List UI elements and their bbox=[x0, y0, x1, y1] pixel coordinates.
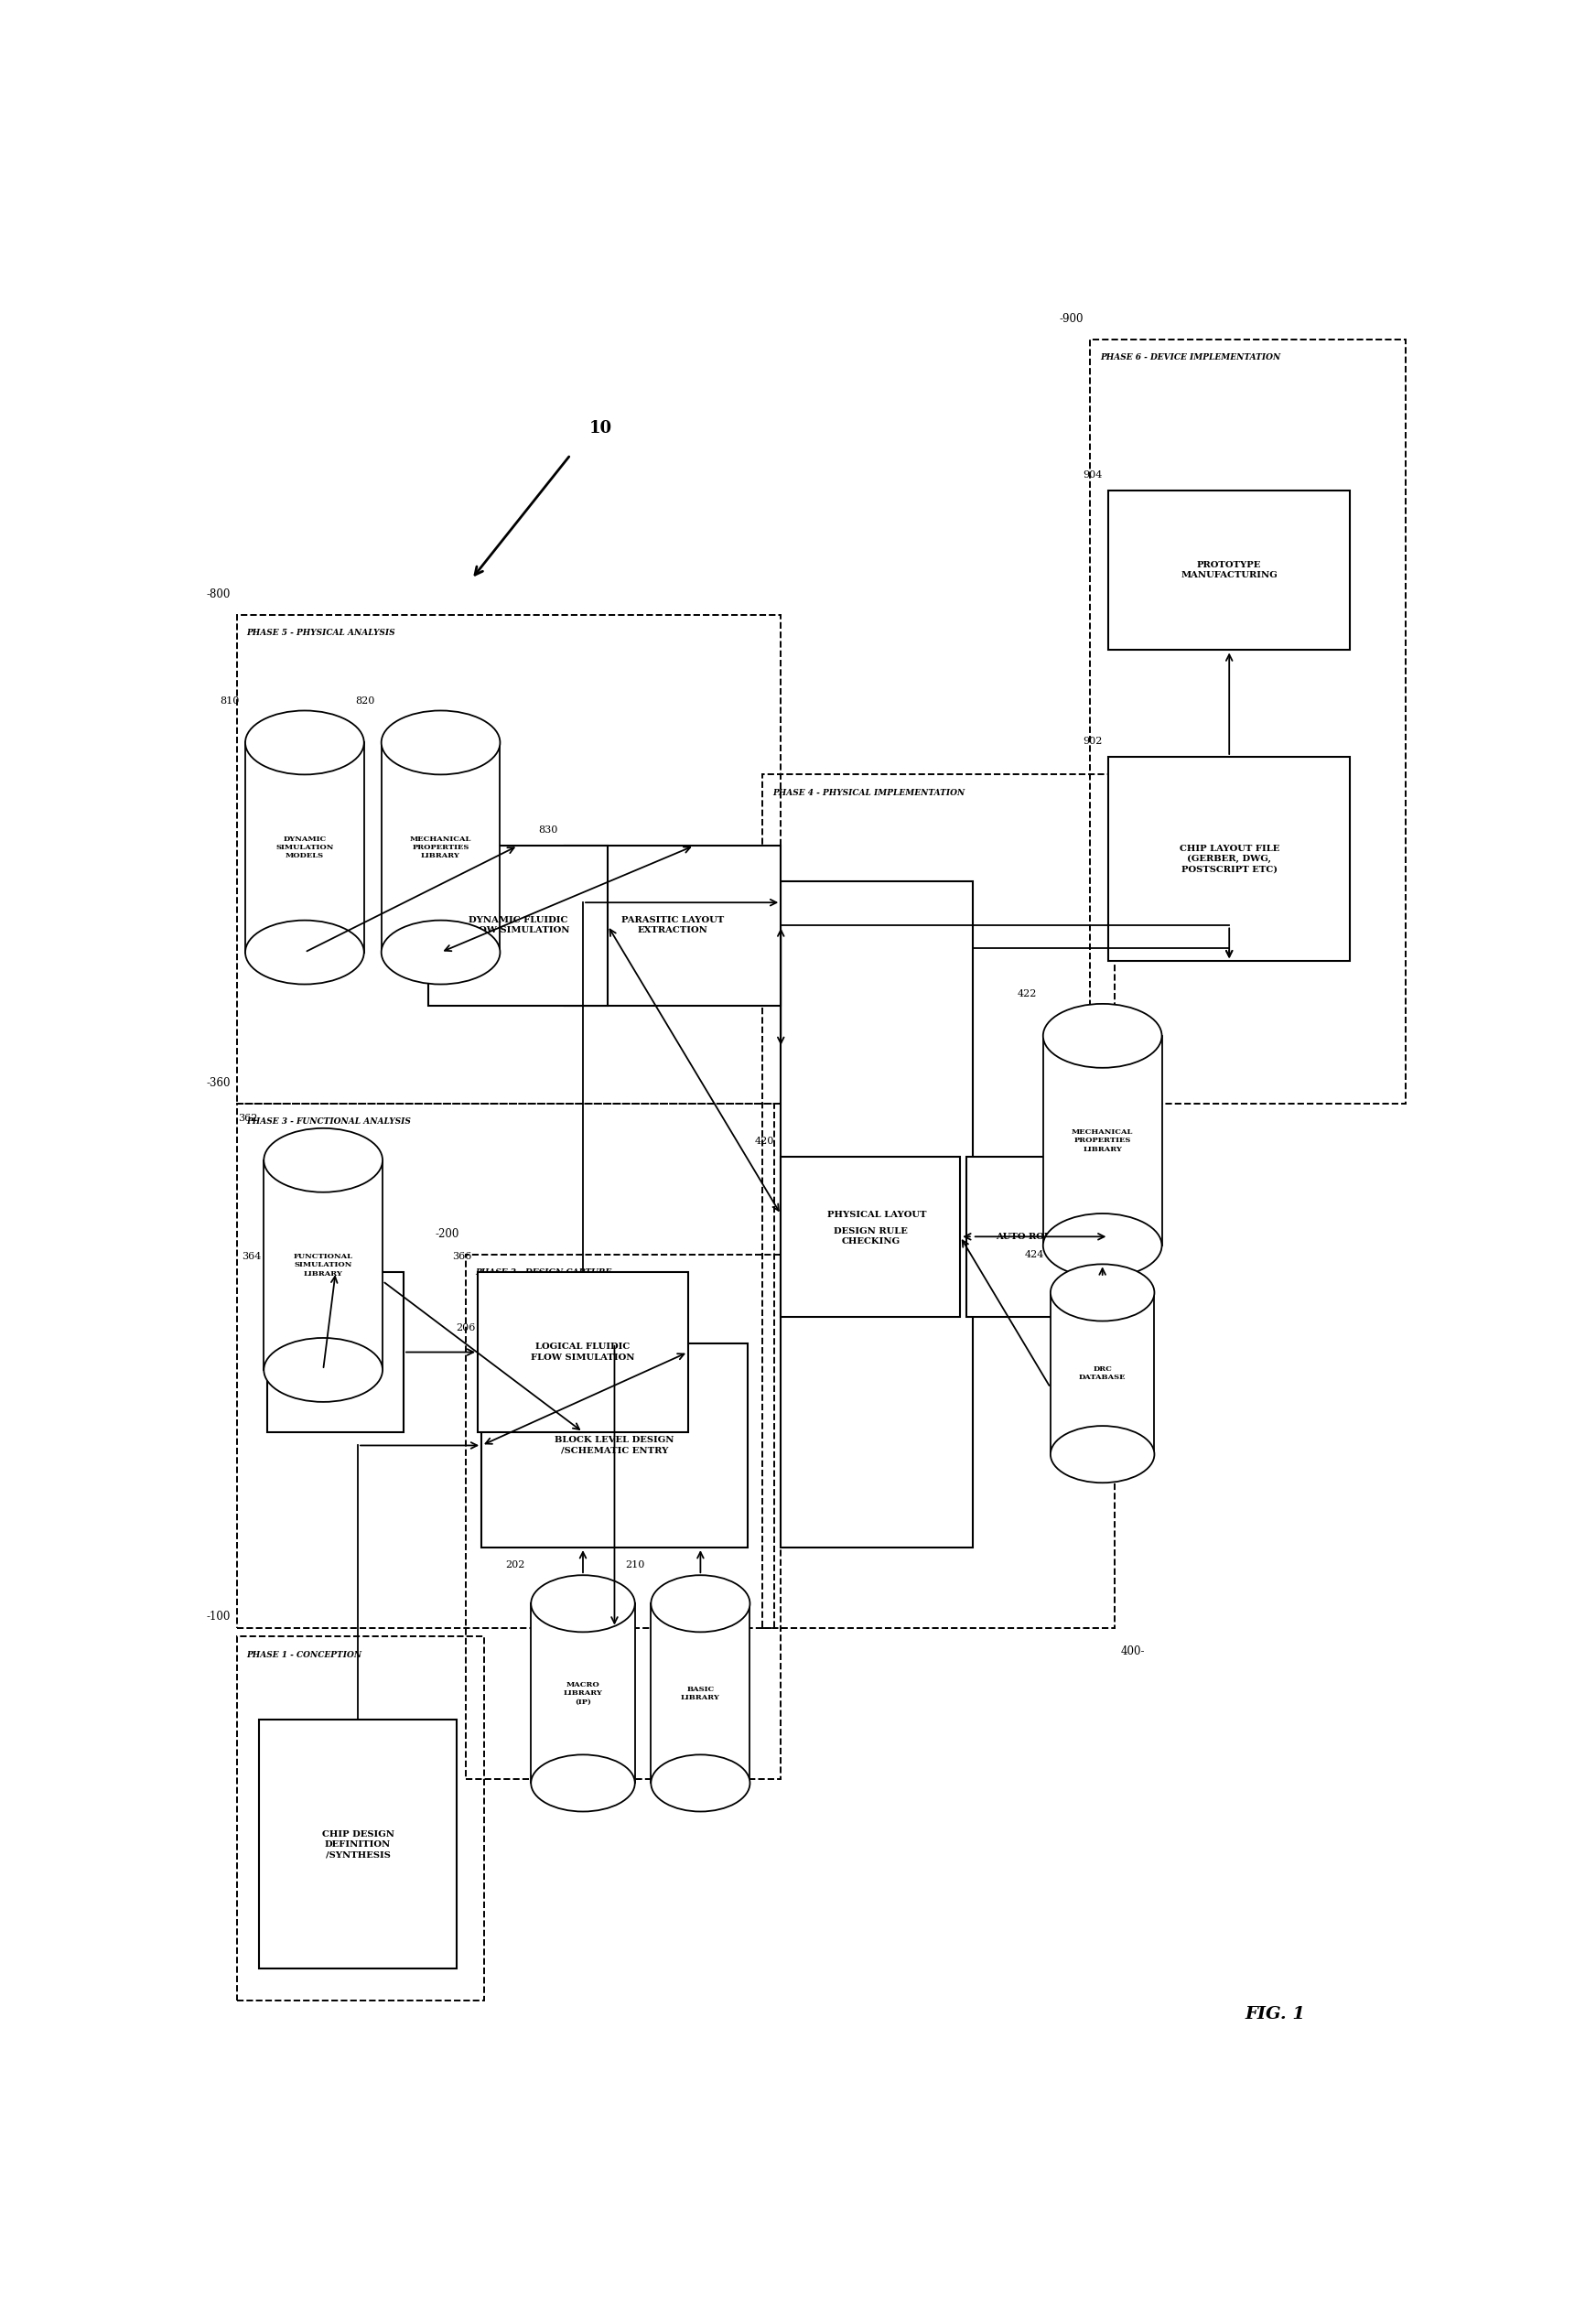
Bar bbox=[531, 1604, 635, 1784]
Text: 820: 820 bbox=[356, 697, 375, 706]
Text: 202: 202 bbox=[506, 1560, 525, 1569]
Ellipse shape bbox=[651, 1574, 750, 1632]
Text: 410: 410 bbox=[755, 861, 774, 870]
Bar bbox=[1044, 1036, 1162, 1246]
Text: PHASE 5 - PHYSICAL ANALYSIS: PHASE 5 - PHYSICAL ANALYSIS bbox=[246, 628, 396, 637]
Text: 904: 904 bbox=[1082, 471, 1103, 480]
Text: PHASE 2 - DESIGN CAPTURE: PHASE 2 - DESIGN CAPTURE bbox=[476, 1269, 611, 1276]
Bar bbox=[780, 1156, 961, 1316]
Bar bbox=[477, 1272, 688, 1431]
Text: MACRO
LIBRARY
(IP): MACRO LIBRARY (IP) bbox=[563, 1680, 603, 1706]
Text: PROTOTYPE
MANUFACTURING: PROTOTYPE MANUFACTURING bbox=[1181, 561, 1278, 579]
Bar bbox=[651, 1604, 750, 1784]
Text: 364: 364 bbox=[241, 1253, 262, 1262]
Ellipse shape bbox=[246, 921, 364, 983]
Bar bbox=[263, 1161, 383, 1371]
Bar bbox=[268, 1272, 404, 1431]
Ellipse shape bbox=[651, 1754, 750, 1812]
Ellipse shape bbox=[263, 1339, 383, 1401]
Text: PHASE 1 - CONCEPTION: PHASE 1 - CONCEPTION bbox=[246, 1650, 362, 1659]
Text: AUTO ROUTING: AUTO ROUTING bbox=[996, 1232, 1079, 1242]
Text: LOGIC
CONTROL: LOGIC CONTROL bbox=[310, 1343, 362, 1362]
Text: PHASE 3 - FUNCTIONAL ANALYSIS: PHASE 3 - FUNCTIONAL ANALYSIS bbox=[246, 1117, 412, 1126]
Text: PHASE 6 - DEVICE IMPLEMENTATION: PHASE 6 - DEVICE IMPLEMENTATION bbox=[1100, 353, 1280, 362]
Text: CHIP LAYOUT FILE
(GERBER, DWG,
POSTSCRIPT ETC): CHIP LAYOUT FILE (GERBER, DWG, POSTSCRIP… bbox=[1179, 845, 1280, 872]
Text: FUNCTIONAL
SIMULATION
LIBRARY: FUNCTIONAL SIMULATION LIBRARY bbox=[294, 1253, 353, 1276]
Text: -900: -900 bbox=[1060, 314, 1084, 325]
Text: 840: 840 bbox=[402, 826, 421, 835]
Ellipse shape bbox=[531, 1754, 635, 1812]
Ellipse shape bbox=[246, 711, 364, 775]
Text: 400-: 400- bbox=[1120, 1646, 1146, 1657]
Ellipse shape bbox=[1044, 1004, 1162, 1069]
Text: 366: 366 bbox=[452, 1253, 472, 1262]
Bar bbox=[1109, 757, 1350, 960]
Text: MECHANICAL
PROPERTIES
LIBRARY: MECHANICAL PROPERTIES LIBRARY bbox=[410, 835, 471, 859]
Bar bbox=[381, 743, 500, 953]
Text: 362: 362 bbox=[238, 1115, 257, 1124]
Bar bbox=[780, 882, 972, 1549]
Text: 420: 420 bbox=[755, 1138, 774, 1147]
Text: 424: 424 bbox=[1025, 1249, 1044, 1258]
Text: 210: 210 bbox=[626, 1560, 645, 1569]
Text: DYNAMIC
SIMULATION
MODELS: DYNAMIC SIMULATION MODELS bbox=[276, 835, 334, 859]
Text: PARASITIC LAYOUT
EXTRACTION: PARASITIC LAYOUT EXTRACTION bbox=[621, 916, 725, 935]
Text: FIG. 1: FIG. 1 bbox=[1245, 2006, 1306, 2022]
Ellipse shape bbox=[1050, 1426, 1154, 1482]
Ellipse shape bbox=[531, 1574, 635, 1632]
Text: PHYSICAL LAYOUT: PHYSICAL LAYOUT bbox=[827, 1209, 926, 1219]
Ellipse shape bbox=[263, 1129, 383, 1193]
Text: CHIP DESIGN
DEFINITION
/SYNTHESIS: CHIP DESIGN DEFINITION /SYNTHESIS bbox=[322, 1830, 394, 1858]
Text: 830: 830 bbox=[538, 826, 559, 835]
Text: 206: 206 bbox=[456, 1322, 476, 1332]
Text: -800: -800 bbox=[206, 589, 230, 600]
Bar bbox=[565, 845, 780, 1006]
Bar bbox=[246, 743, 364, 953]
Bar bbox=[1109, 489, 1350, 651]
Bar bbox=[967, 1156, 1109, 1316]
Text: BASIC
LIBRARY: BASIC LIBRARY bbox=[681, 1685, 720, 1701]
Text: DRC
DATABASE: DRC DATABASE bbox=[1079, 1366, 1127, 1380]
Text: DYNAMIC FLUIDIC
FLOW SIMULATION: DYNAMIC FLUIDIC FLOW SIMULATION bbox=[466, 916, 570, 935]
Ellipse shape bbox=[1050, 1265, 1154, 1320]
Text: 430: 430 bbox=[940, 1138, 961, 1147]
Text: -360: -360 bbox=[206, 1078, 230, 1089]
Text: DESIGN RULE
CHECKING: DESIGN RULE CHECKING bbox=[833, 1228, 908, 1246]
Text: -100: -100 bbox=[206, 1611, 230, 1623]
Bar bbox=[1050, 1292, 1154, 1454]
Text: PHASE 4 - PHYSICAL IMPLEMENTATION: PHASE 4 - PHYSICAL IMPLEMENTATION bbox=[772, 789, 964, 796]
Text: 902: 902 bbox=[1082, 736, 1103, 745]
Text: MECHANICAL
PROPERTIES
LIBRARY: MECHANICAL PROPERTIES LIBRARY bbox=[1071, 1129, 1133, 1152]
Ellipse shape bbox=[381, 711, 500, 775]
Bar bbox=[259, 1719, 456, 1969]
Ellipse shape bbox=[381, 921, 500, 983]
Bar bbox=[428, 845, 608, 1006]
Ellipse shape bbox=[1044, 1214, 1162, 1279]
Text: LOGICAL FLUIDIC
FLOW SIMULATION: LOGICAL FLUIDIC FLOW SIMULATION bbox=[531, 1343, 635, 1362]
Text: -200: -200 bbox=[436, 1228, 460, 1239]
Text: 422: 422 bbox=[1017, 990, 1037, 999]
Bar bbox=[482, 1343, 747, 1549]
Text: BLOCK LEVEL DESIGN
/SCHEMATIC ENTRY: BLOCK LEVEL DESIGN /SCHEMATIC ENTRY bbox=[555, 1436, 674, 1454]
Text: 810: 810 bbox=[220, 697, 239, 706]
Text: 10: 10 bbox=[589, 420, 613, 436]
